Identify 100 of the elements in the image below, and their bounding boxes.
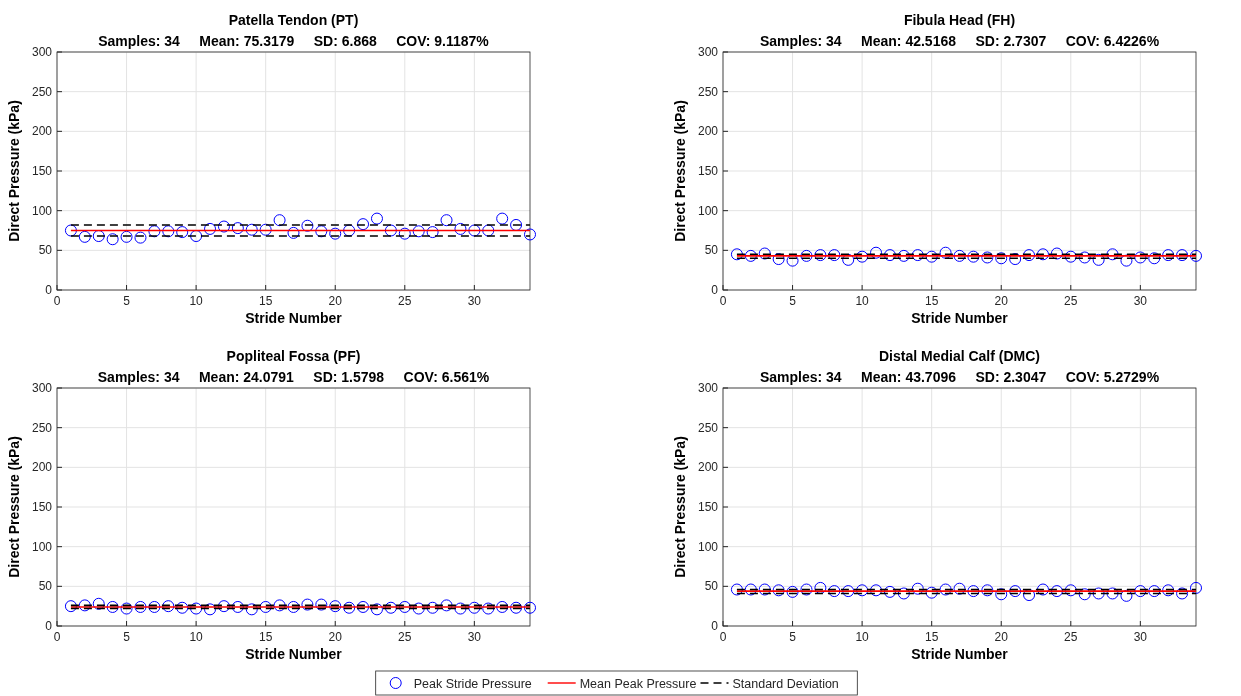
point [64, 224, 77, 237]
x-tick-label: 25 [1064, 294, 1078, 308]
point [939, 246, 952, 259]
x-tick-label: 20 [328, 294, 343, 308]
x-axis-title: Stride Number [245, 310, 343, 326]
point [1050, 247, 1063, 260]
point [370, 212, 383, 225]
x-tick-label: 15 [259, 630, 273, 644]
point [204, 222, 217, 235]
chart-title: Fibula Head (FH) [903, 12, 1016, 28]
point [1036, 248, 1049, 261]
y-tick-label: 50 [704, 579, 719, 594]
y-tick-label: 100 [697, 203, 719, 218]
point [1134, 251, 1147, 264]
y-tick-label: 100 [31, 539, 53, 554]
chart-title: Popliteal Fossa (PF) [226, 348, 361, 364]
y-axis-title: Direct Pressure (kPa) [6, 436, 22, 578]
legend-label: Peak Stride Pressure [413, 676, 532, 691]
x-tick-label: 15 [925, 630, 939, 644]
point [92, 230, 105, 243]
y-tick-label: 0 [45, 619, 53, 633]
point [301, 219, 314, 232]
y-tick-label: 300 [31, 45, 53, 59]
point [482, 224, 495, 237]
x-tick-label: 25 [1064, 630, 1078, 644]
x-axis-title: Stride Number [911, 310, 1009, 326]
point [1106, 248, 1119, 261]
point [911, 249, 924, 262]
x-tick-label: 15 [925, 294, 939, 308]
point [981, 251, 994, 264]
y-axis-title: Direct Pressure (kPa) [672, 436, 688, 578]
chart-subtitle: Samples: 34 Mean: 75.3179 SD: 6.868 COV: 9.1187% [98, 33, 490, 49]
y-tick-label: 200 [697, 460, 719, 475]
point [1162, 249, 1175, 262]
point [176, 226, 189, 239]
x-tick-label: 5 [123, 294, 131, 308]
y-tick-label: 50 [38, 243, 53, 258]
x-tick-label: 30 [467, 630, 482, 644]
point [148, 225, 161, 238]
point [190, 230, 203, 243]
point [231, 222, 244, 235]
point [995, 252, 1008, 265]
y-tick-label: 50 [704, 243, 719, 258]
x-tick-label: 5 [789, 630, 797, 644]
point [357, 218, 370, 231]
y-tick-label: 0 [711, 619, 719, 633]
y-tick-label: 200 [31, 460, 53, 475]
point [772, 253, 785, 266]
y-tick-label: 250 [697, 420, 719, 435]
x-tick-label: 20 [994, 294, 1009, 308]
y-tick-label: 200 [31, 124, 53, 139]
point [329, 227, 342, 240]
point [1120, 254, 1133, 267]
point [870, 246, 883, 259]
point [814, 249, 827, 262]
x-tick-label: 10 [189, 630, 204, 644]
point [758, 247, 771, 260]
point [883, 249, 896, 262]
x-axis-title: Stride Number [245, 646, 343, 662]
y-tick-label: 150 [31, 164, 53, 178]
point [953, 249, 966, 262]
x-tick-label: 20 [328, 630, 343, 644]
y-tick-label: 300 [31, 381, 53, 395]
point [78, 230, 91, 243]
chart-subtitle: Samples: 34 Mean: 42.5168 SD: 2.7307 COV: 6.4226% [759, 33, 1160, 49]
point [1023, 249, 1036, 262]
point [468, 224, 481, 237]
point [287, 226, 300, 239]
point [454, 222, 467, 235]
point [1009, 253, 1022, 266]
point [217, 220, 230, 233]
x-tick-label: 30 [467, 294, 482, 308]
point [273, 214, 286, 227]
point [426, 226, 439, 239]
point [134, 231, 147, 244]
point [1092, 253, 1105, 266]
point [897, 249, 910, 262]
point [1190, 249, 1202, 262]
point [800, 249, 813, 262]
point [440, 214, 453, 227]
x-tick-label: 15 [259, 294, 273, 308]
y-tick-label: 150 [31, 500, 53, 514]
y-tick-label: 300 [697, 381, 719, 395]
y-tick-label: 0 [711, 283, 719, 297]
y-tick-label: 100 [697, 539, 719, 554]
y-tick-label: 0 [45, 283, 53, 297]
point [398, 227, 411, 240]
point [856, 250, 869, 263]
x-tick-label: 10 [855, 294, 870, 308]
x-axis-title: Stride Number [911, 646, 1009, 662]
point [259, 223, 272, 236]
x-tick-label: 20 [994, 630, 1009, 644]
chart-subtitle: Samples: 34 Mean: 43.7096 SD: 2.3047 COV: 5.2729% [759, 369, 1160, 385]
point [496, 212, 509, 225]
point [828, 249, 841, 262]
y-tick-label: 50 [38, 579, 53, 594]
point [315, 225, 328, 238]
point [1078, 251, 1091, 264]
point [120, 230, 133, 243]
legend-label: Standard Deviation [732, 676, 839, 691]
